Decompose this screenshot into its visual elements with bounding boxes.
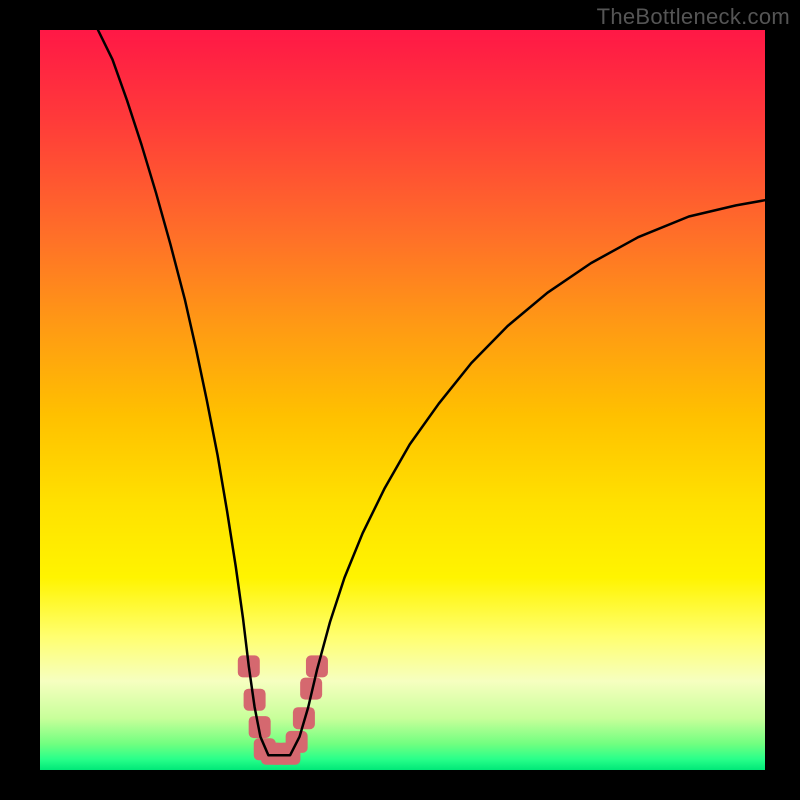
chart-svg — [0, 0, 800, 800]
plot-background — [40, 30, 765, 770]
chart-stage: TheBottleneck.com — [0, 0, 800, 800]
